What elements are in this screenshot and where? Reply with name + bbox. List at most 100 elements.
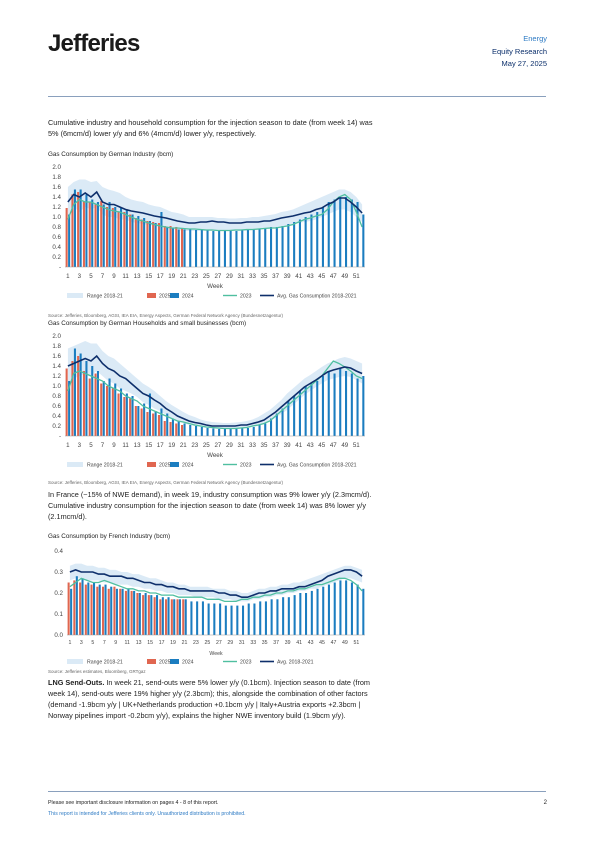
x-tick-label: 43 [307,273,314,280]
bar-2024 [154,223,157,267]
bar-2024 [299,593,302,635]
bar-2025 [123,397,126,436]
bar-2024 [167,597,170,635]
bar-2024 [200,427,203,436]
y-tick-label: 0.6 [52,403,61,410]
bar-2024 [121,588,124,635]
bar-2024 [229,429,232,436]
x-tick-label: 49 [342,640,348,646]
bar-2025 [94,373,97,436]
x-tick-label: 31 [239,640,245,646]
legend-swatch-range [67,293,83,298]
bar-2024 [73,348,76,436]
bar-2025 [181,228,184,267]
bar-2024 [253,603,256,635]
bar-2024 [264,228,267,267]
bar-2025 [163,226,166,267]
y-tick-label: 0.4 [52,413,61,420]
y-tick-label: - [59,433,61,440]
bar-2024 [356,378,359,436]
x-tick-label: 11 [122,273,129,280]
legend-label: 2023 [240,660,252,666]
legend-swatch-2025 [147,293,156,298]
bar-2024 [287,224,290,267]
line-average-2018-2021 [69,569,363,598]
bar-2024 [219,603,222,635]
bar-2024 [110,586,113,635]
bar-2025 [100,383,103,436]
bar-2025 [84,584,87,635]
legend-swatch-2024 [170,659,179,664]
bar-2025 [113,586,116,635]
lng-text: In week 21, send-outs were 5% lower y/y … [48,678,371,720]
bar-2024 [177,421,180,436]
x-tick-label: 31 [238,273,245,280]
x-tick-label: 51 [353,273,360,280]
x-tick-label: 27 [214,442,221,449]
x-tick-label: 11 [122,442,129,449]
bar-2024 [350,373,353,436]
footer-disclosure[interactable]: Please see important disclosure informat… [48,800,219,806]
y-tick-label: 1.2 [52,204,61,211]
x-tick-label: 43 [307,442,314,449]
y-tick-label: 1.2 [52,373,61,380]
bar-2024 [230,605,233,635]
bar-2024 [184,599,187,635]
bar-2024 [275,227,278,267]
bar-2024 [183,229,186,267]
x-tick-label: 27 [214,273,221,280]
bar-2025 [77,192,80,267]
bar-2024 [207,603,210,635]
bar-2024 [310,590,313,635]
bar-2024 [229,231,232,267]
legend-label: Range 2018-21 [87,463,123,469]
y-tick-label: 0.2 [52,254,61,261]
bar-2024 [293,396,296,436]
bar-2024 [350,582,353,635]
paragraph-german-consumption: Cumulative industry and household consum… [48,118,373,138]
bar-2025 [106,386,109,436]
bar-2024 [287,597,290,635]
bar-2024 [356,584,359,635]
bar-2024 [133,590,136,635]
bar-2025 [71,361,74,436]
bar-2024 [276,599,279,635]
bar-2024 [108,378,111,436]
x-tick-label: 33 [249,442,256,449]
x-tick-label: 25 [203,442,210,449]
bar-2024 [316,381,319,436]
bar-2025 [119,588,122,635]
bar-2024 [96,202,99,267]
bar-2024 [333,582,336,635]
y-tick-label: 1.6 [52,184,61,191]
legend-label: 2023 [240,294,252,300]
bar-2025 [82,371,85,436]
x-tick-label: 27 [216,640,222,646]
bar-2024 [259,601,262,635]
bar-2024 [270,418,273,436]
bar-2024 [298,391,301,436]
legend-label: 2025 [159,660,171,666]
bar-2024 [68,214,71,267]
bar-2025 [96,586,99,635]
bar-2024 [258,425,261,436]
x-tick-label: 9 [112,273,116,280]
bar-2024 [102,381,105,436]
bar-2024 [362,214,365,267]
bar-2025 [88,202,91,267]
x-tick-label: 37 [273,640,279,646]
chart-title-french-industry: Gas Consumption by French Industry (bcm) [48,533,171,540]
bar-2024 [316,588,319,635]
x-tick-label: 35 [261,273,268,280]
bar-2024 [161,597,164,635]
bar-2024 [333,199,336,267]
chart-german-industry: 2.01.81.61.41.21.00.80.60.40.2-1 3 5 7 9 11 13… [52,164,365,300]
chart-french-industry: 0.40.30.20.10.01 3 5 7 9 11 13 15 17 19 21 23 25 27 29… [54,548,365,666]
bar-2024 [166,413,169,436]
bar-2024 [246,428,249,436]
x-tick-label: 15 [145,442,152,449]
y-tick-label: 2.0 [52,333,61,340]
legend-swatch-range [67,659,83,664]
x-tick-label: 9 [114,640,117,646]
legend-swatch-2025 [147,462,156,467]
